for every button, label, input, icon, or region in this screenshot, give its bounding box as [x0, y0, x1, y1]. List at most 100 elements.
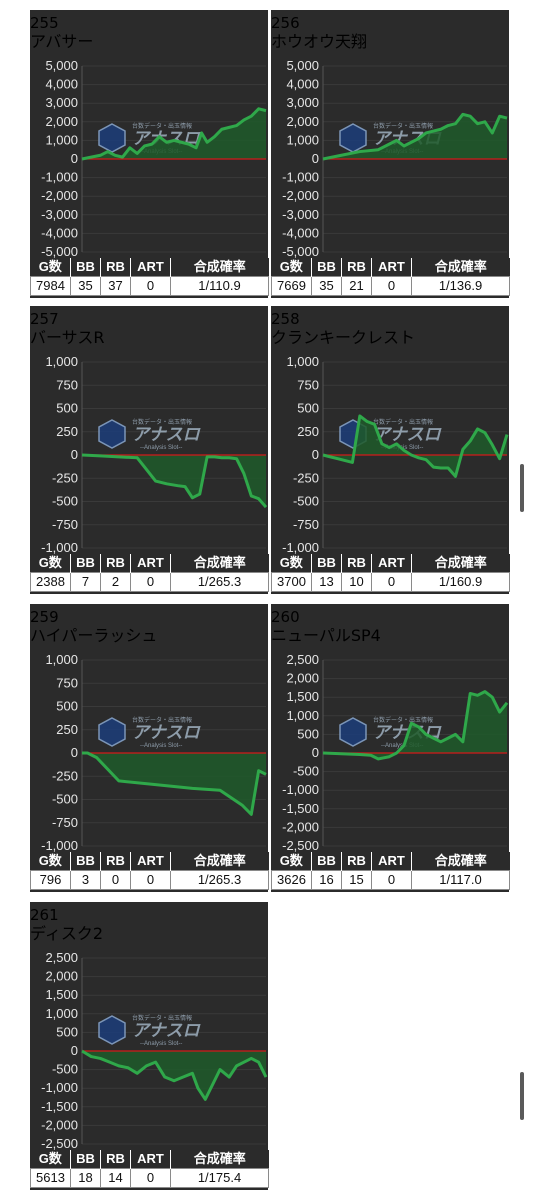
- y-tick-label: -1,000: [41, 838, 78, 852]
- y-tick-label: 1,000: [45, 652, 78, 667]
- machine-number: 255: [30, 14, 59, 32]
- stats-header: BB: [70, 852, 101, 871]
- y-tick-label: 1,000: [286, 354, 319, 369]
- watermark-top: 台数データ・出玉情報: [373, 418, 433, 426]
- stats-value: 1/175.4: [170, 1168, 269, 1188]
- hexagon-icon: [98, 1015, 126, 1045]
- watermark-top: 台数データ・出玉情報: [132, 716, 192, 724]
- machine-number: 259: [30, 608, 59, 626]
- y-tick-label: -3,000: [282, 207, 319, 222]
- chart-card-260[interactable]: 260 ニューパルSP4 2,500 2,000 1,500 1,000 500 0 -500 -…: [271, 604, 510, 892]
- y-tick-label: 500: [56, 1024, 78, 1039]
- y-tick-label: -4,000: [282, 225, 319, 240]
- stats-header: 合成確率: [170, 554, 269, 573]
- chart-card-255[interactable]: 255 アバサー 5,000 4,000 3,000 2,000 1,000 0 -1,000 -…: [30, 10, 269, 298]
- stats-value: 1/265.3: [170, 870, 269, 890]
- y-tick-label: -4,000: [41, 225, 78, 240]
- profit-chart: 2,500 2,000 1,500 1,000 500 0 -500 -1,000 -1,500…: [282, 652, 509, 852]
- y-tick-label: 0: [71, 151, 78, 166]
- chart-card-259[interactable]: 259 ハイパーラッシュ 1,000 750 500 250 0 -250 -500 -750 -1…: [30, 604, 269, 892]
- machine-number: 261: [30, 906, 59, 924]
- stats-header: BB: [70, 258, 101, 277]
- profit-chart: 1,000 750 500 250 0 -250 -500 -750 -1,000 台数データ・出…: [282, 354, 509, 554]
- y-tick-label: -1,000: [282, 170, 319, 185]
- y-tick-label: 2,500: [286, 652, 319, 667]
- stats-header: RB: [100, 554, 131, 573]
- stats-header: BB: [70, 554, 101, 573]
- y-tick-label: 2,500: [45, 950, 78, 965]
- watermark-sub: --Analysis Slot--: [140, 1041, 182, 1047]
- stats-value: 0: [371, 870, 412, 890]
- stats-header: RB: [341, 852, 372, 871]
- y-tick-label: -1,000: [282, 782, 319, 797]
- y-tick-label: -750: [52, 815, 78, 830]
- stats-table: G数 BB RB ART 合成確率 796 3 0 0 1/265.3: [30, 852, 269, 890]
- stats-header: ART: [130, 852, 171, 871]
- stats-header: ART: [371, 258, 412, 277]
- y-tick-label: -750: [52, 517, 78, 532]
- y-tick-label: 3,000: [45, 95, 78, 110]
- series-line: [322, 414, 509, 478]
- stats-header: G数: [271, 852, 312, 871]
- stats-header: ART: [371, 554, 412, 573]
- stats-header: RB: [100, 1150, 131, 1169]
- series-area: [82, 1051, 266, 1100]
- scrollbar-thumb[interactable]: [520, 1072, 524, 1120]
- stats-value: 1/110.9: [170, 276, 269, 296]
- stats-value: 7669: [271, 276, 312, 296]
- stats-value: 0: [130, 276, 171, 296]
- y-tick-label: -500: [52, 1062, 78, 1077]
- stats-value: 0: [130, 572, 171, 592]
- stats-value: 15: [341, 870, 372, 890]
- stats-value: 0: [130, 870, 171, 890]
- stats-value: 1/160.9: [411, 572, 510, 592]
- series-line: [81, 107, 267, 161]
- series-line: [81, 1049, 268, 1101]
- stats-value: 3: [70, 870, 101, 890]
- profit-chart: 1,000 750 500 250 0 -250 -500 -750 -1,000 台数データ・出…: [41, 354, 268, 554]
- series-line: [322, 690, 509, 761]
- chart-card-256[interactable]: 256 ホウオウ天翔 5,000 4,000 3,000 2,000 1,000 0 -1,00…: [271, 10, 510, 298]
- machine-number: 258: [271, 310, 300, 328]
- profit-chart: 2,500 2,000 1,500 1,000 500 0 -500 -1,000 -1,500…: [41, 950, 268, 1150]
- machine-title: アバサー: [30, 32, 94, 51]
- y-tick-label: 0: [71, 447, 78, 462]
- series-line: [81, 453, 268, 509]
- chart-card-261[interactable]: 261 ディスク2 2,500 2,000 1,500 1,000 500 0 -500 -1,0…: [30, 902, 269, 1190]
- stats-header: RB: [341, 554, 372, 573]
- stats-value: 21: [341, 276, 372, 296]
- stats-value: 7: [70, 572, 101, 592]
- scrollbar-thumb[interactable]: [520, 464, 524, 512]
- y-tick-label: -500: [52, 792, 78, 807]
- stats-table: G数 BB RB ART 合成確率 5613 18 14 0 1/175.4: [30, 1150, 269, 1188]
- y-tick-label: 1,500: [45, 987, 78, 1002]
- y-tick-label: 1,000: [286, 708, 319, 723]
- stats-value: 2388: [30, 572, 71, 592]
- y-tick-label: -1,000: [282, 540, 319, 554]
- stats-value: 0: [130, 1168, 171, 1188]
- stats-header: ART: [371, 852, 412, 871]
- stats-value: 14: [100, 1168, 131, 1188]
- series-area: [323, 415, 507, 477]
- stats-header: RB: [100, 852, 131, 871]
- chart-card-257[interactable]: 257 バーサスR 1,000 750 500 250 0 -250 -500 -750 -1,00…: [30, 306, 269, 594]
- y-tick-label: -250: [52, 768, 78, 783]
- machine-title: ハイパーラッシュ: [30, 626, 158, 645]
- stats-value: 5613: [30, 1168, 71, 1188]
- stats-value: 796: [30, 870, 71, 890]
- stats-header: G数: [271, 554, 312, 573]
- hexagon-icon: [98, 419, 126, 449]
- series-line: [322, 112, 508, 161]
- y-tick-label: -2,500: [282, 838, 319, 852]
- watermark-top: 台数データ・出玉情報: [373, 716, 433, 724]
- stats-value: 18: [70, 1168, 101, 1188]
- chart-card-258[interactable]: 258 クランキークレスト 1,000 750 500 250 0 -250 -500 -750 -…: [271, 306, 510, 594]
- machine-number: 256: [271, 14, 300, 32]
- y-tick-label: 1,000: [45, 354, 78, 369]
- stats-value: 35: [311, 276, 342, 296]
- y-tick-label: 1,000: [45, 1006, 78, 1021]
- stats-header: G数: [30, 852, 71, 871]
- stats-value: 37: [100, 276, 131, 296]
- stats-table: G数 BB RB ART 合成確率 3626 16 15 0 1/117.0: [271, 852, 510, 890]
- machine-title: ニューパルSP4: [271, 626, 381, 645]
